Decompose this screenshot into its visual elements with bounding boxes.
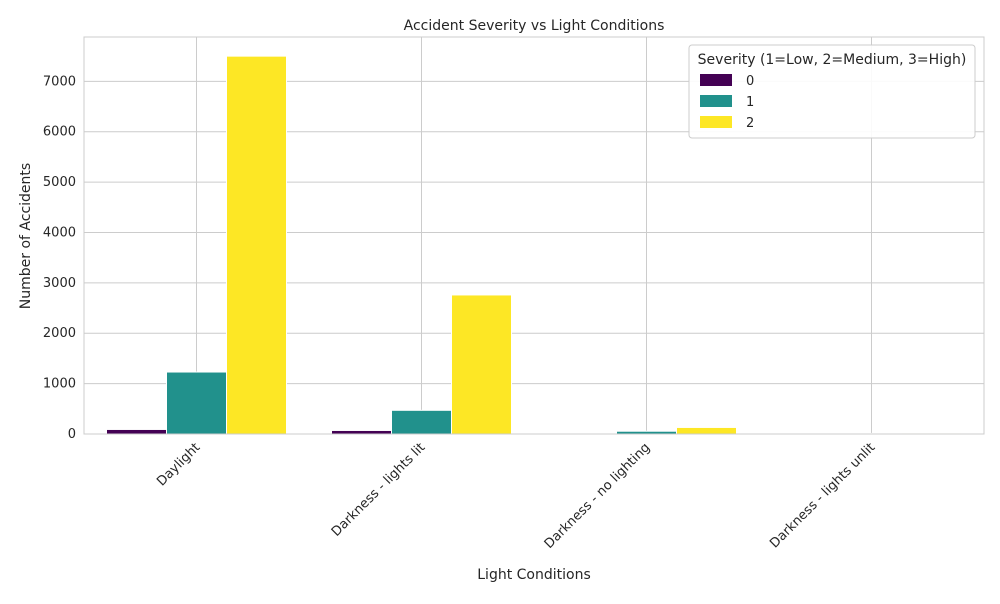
legend-label-0: 0 [746,74,754,89]
bar-1-1 [392,410,452,434]
x-tick-label: Darkness - no lighting [542,440,654,552]
legend-label-1: 1 [746,95,754,110]
legend-swatch-2 [700,116,732,128]
x-tick-label: Daylight [154,440,203,489]
y-tick-label: 5000 [43,175,76,190]
legend-items: 0 1 2 [700,74,754,131]
y-tick-label: 6000 [43,125,76,140]
y-tick-label: 4000 [43,225,76,240]
legend-label-2: 2 [746,116,754,131]
x-tick-label: Darkness - lights unlit [767,440,878,551]
legend-title: Severity (1=Low, 2=Medium, 3=High) [698,52,967,68]
bar-2-0 [227,56,287,434]
bar-0-1 [332,430,392,434]
legend-swatch-0 [700,74,732,86]
chart-title: Accident Severity vs Light Conditions [404,18,665,34]
y-tick-label: 7000 [43,74,76,89]
y-tick-label: 0 [68,427,76,442]
x-tick-labels: Daylight Darkness - lights lit Darkness - … [154,440,878,552]
y-tick-label: 1000 [43,377,76,392]
y-tick-label: 2000 [43,326,76,341]
legend: Severity (1=Low, 2=Medium, 3=High) 0 1 2 [689,45,975,138]
bar-2-2 [677,427,737,434]
bar-1-0 [167,372,227,434]
y-tick-label: 3000 [43,276,76,291]
y-tick-labels: 0 1000 2000 3000 4000 5000 6000 7000 [43,74,76,442]
bar-2-1 [452,295,512,434]
legend-swatch-1 [700,95,732,107]
y-axis-label: Number of Accidents [18,163,34,309]
x-tick-label: Darkness - lights lit [329,440,428,539]
bar-0-0 [107,429,167,434]
x-axis-label: Light Conditions [477,567,591,583]
